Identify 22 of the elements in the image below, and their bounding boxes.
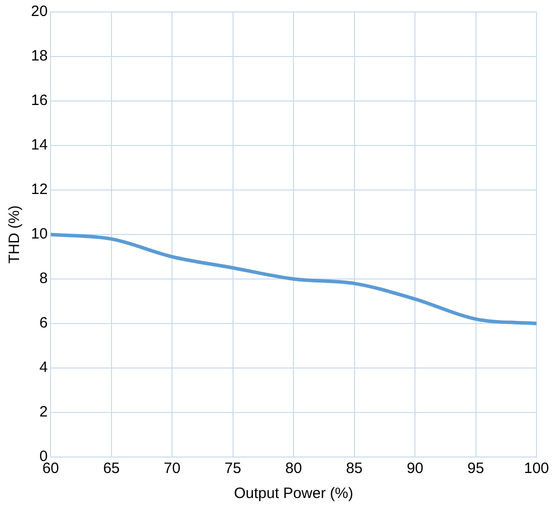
y-axis-title: THD (%) xyxy=(6,205,24,264)
x-tick-label: 75 xyxy=(224,460,242,478)
y-tick-label: 10 xyxy=(30,226,48,243)
y-tick-label: 2 xyxy=(39,404,48,421)
x-tick-label: 80 xyxy=(285,460,302,478)
x-tick-label: 85 xyxy=(346,460,363,478)
y-tick-label: 6 xyxy=(39,314,48,332)
y-tick-label: 16 xyxy=(30,92,48,110)
x-tick-label: 100 xyxy=(524,460,549,478)
y-tick-label: 12 xyxy=(30,181,48,198)
x-tick-label: 60 xyxy=(42,460,60,478)
x-tick-label: 70 xyxy=(164,460,180,478)
y-tick-label: 14 xyxy=(30,136,48,154)
x-tick-label: 90 xyxy=(406,460,424,478)
x-axis-title: Output Power (%) xyxy=(234,485,354,502)
y-tick-label: 18 xyxy=(30,48,48,65)
y-tick-label: 20 xyxy=(30,3,48,20)
y-tick-label: 8 xyxy=(39,270,48,288)
line-series xyxy=(50,232,536,326)
x-tick-label: 95 xyxy=(467,460,484,478)
y-tick-label: 4 xyxy=(39,359,48,376)
x-tick-label: 65 xyxy=(103,460,120,478)
